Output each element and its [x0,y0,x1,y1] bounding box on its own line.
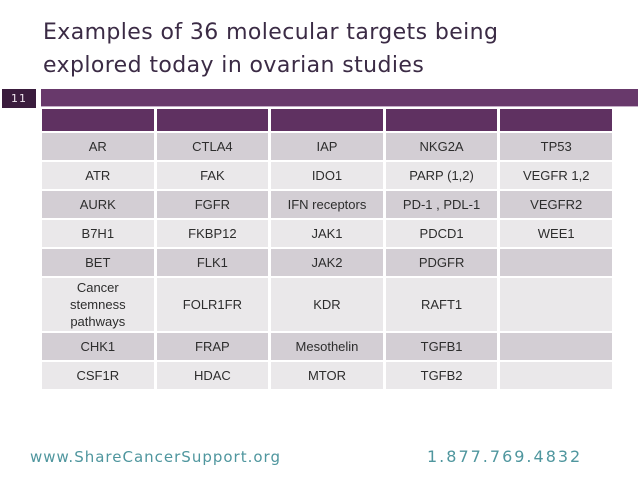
table-cell [500,333,612,360]
table-cell: PDGFR [385,249,498,276]
table-header-row [42,109,612,131]
slide-title-line2: explored today in ovarian studies [43,53,425,78]
table-row: Cancer stemness pathways FOLR1FR KDR RAFT1 [42,278,612,331]
table-cell: PDCD1 [385,220,498,247]
table-header-cell [385,109,498,131]
table-cell: JAK1 [271,220,383,247]
table-cell [500,362,612,389]
table-cell: FKBP12 [156,220,269,247]
table-header-cell [500,109,612,131]
table-cell: FGFR [156,191,269,218]
table-cell: IAP [271,133,383,160]
table-cell: PD-1 , PDL-1 [385,191,498,218]
table-body: AR CTLA4 IAP NKG2A TP53 ATR FAK IDO1 PARP (1,2) V… [42,133,612,389]
table-cell: KDR [271,278,383,331]
table-header-cell [156,109,269,131]
table-cell: CSF1R [42,362,154,389]
table-header-cell [271,109,383,131]
table-cell: RAFT1 [385,278,498,331]
table-cell: CTLA4 [156,133,269,160]
table-cell: TGFB1 [385,333,498,360]
table-cell: WEE1 [500,220,612,247]
slide-title-line1: Examples of 36 molecular targets being [43,20,499,45]
table-header-cell [42,109,154,131]
accent-bar [41,89,638,107]
table-row: AURK FGFR IFN receptors PD-1 , PDL-1 VEGFR2 [42,191,612,218]
table-cell: MTOR [271,362,383,389]
table-cell [500,278,612,331]
table-cell: ATR [42,162,154,189]
table-row: B7H1 FKBP12 JAK1 PDCD1 WEE1 [42,220,612,247]
table-cell: BET [42,249,154,276]
table-header [42,109,612,131]
table-cell: TP53 [500,133,612,160]
table-row: ATR FAK IDO1 PARP (1,2) VEGFR 1,2 [42,162,612,189]
table-cell: B7H1 [42,220,154,247]
table-cell: Mesothelin [271,333,383,360]
table-cell: IDO1 [271,162,383,189]
table-row: CHK1 FRAP Mesothelin TGFB1 [42,333,612,360]
table-cell: TGFB2 [385,362,498,389]
table-cell: IFN receptors [271,191,383,218]
table-cell: CHK1 [42,333,154,360]
table-cell [500,249,612,276]
table-cell: AR [42,133,154,160]
molecular-targets-table: AR CTLA4 IAP NKG2A TP53 ATR FAK IDO1 PARP (1,2) V… [39,107,615,391]
table-cell: HDAC [156,362,269,389]
footer-phone: 1.877.769.4832 [427,447,583,466]
table-cell: FOLR1FR [156,278,269,331]
table-cell: VEGFR2 [500,191,612,218]
slide-number: 11 [2,89,36,108]
table-row: AR CTLA4 IAP NKG2A TP53 [42,133,612,160]
footer-website: www.ShareCancerSupport.org [30,448,281,466]
table-cell: NKG2A [385,133,498,160]
table-cell: AURK [42,191,154,218]
table-cell: JAK2 [271,249,383,276]
table-cell: FAK [156,162,269,189]
table-cell: PARP (1,2) [385,162,498,189]
slide-title: Examples of 36 molecular targets being e… [43,16,498,82]
table-cell: FLK1 [156,249,269,276]
table-cell: FRAP [156,333,269,360]
table-row: BET FLK1 JAK2 PDGFR [42,249,612,276]
table-row: CSF1R HDAC MTOR TGFB2 [42,362,612,389]
table-cell: Cancer stemness pathways [42,278,154,331]
table-cell: VEGFR 1,2 [500,162,612,189]
